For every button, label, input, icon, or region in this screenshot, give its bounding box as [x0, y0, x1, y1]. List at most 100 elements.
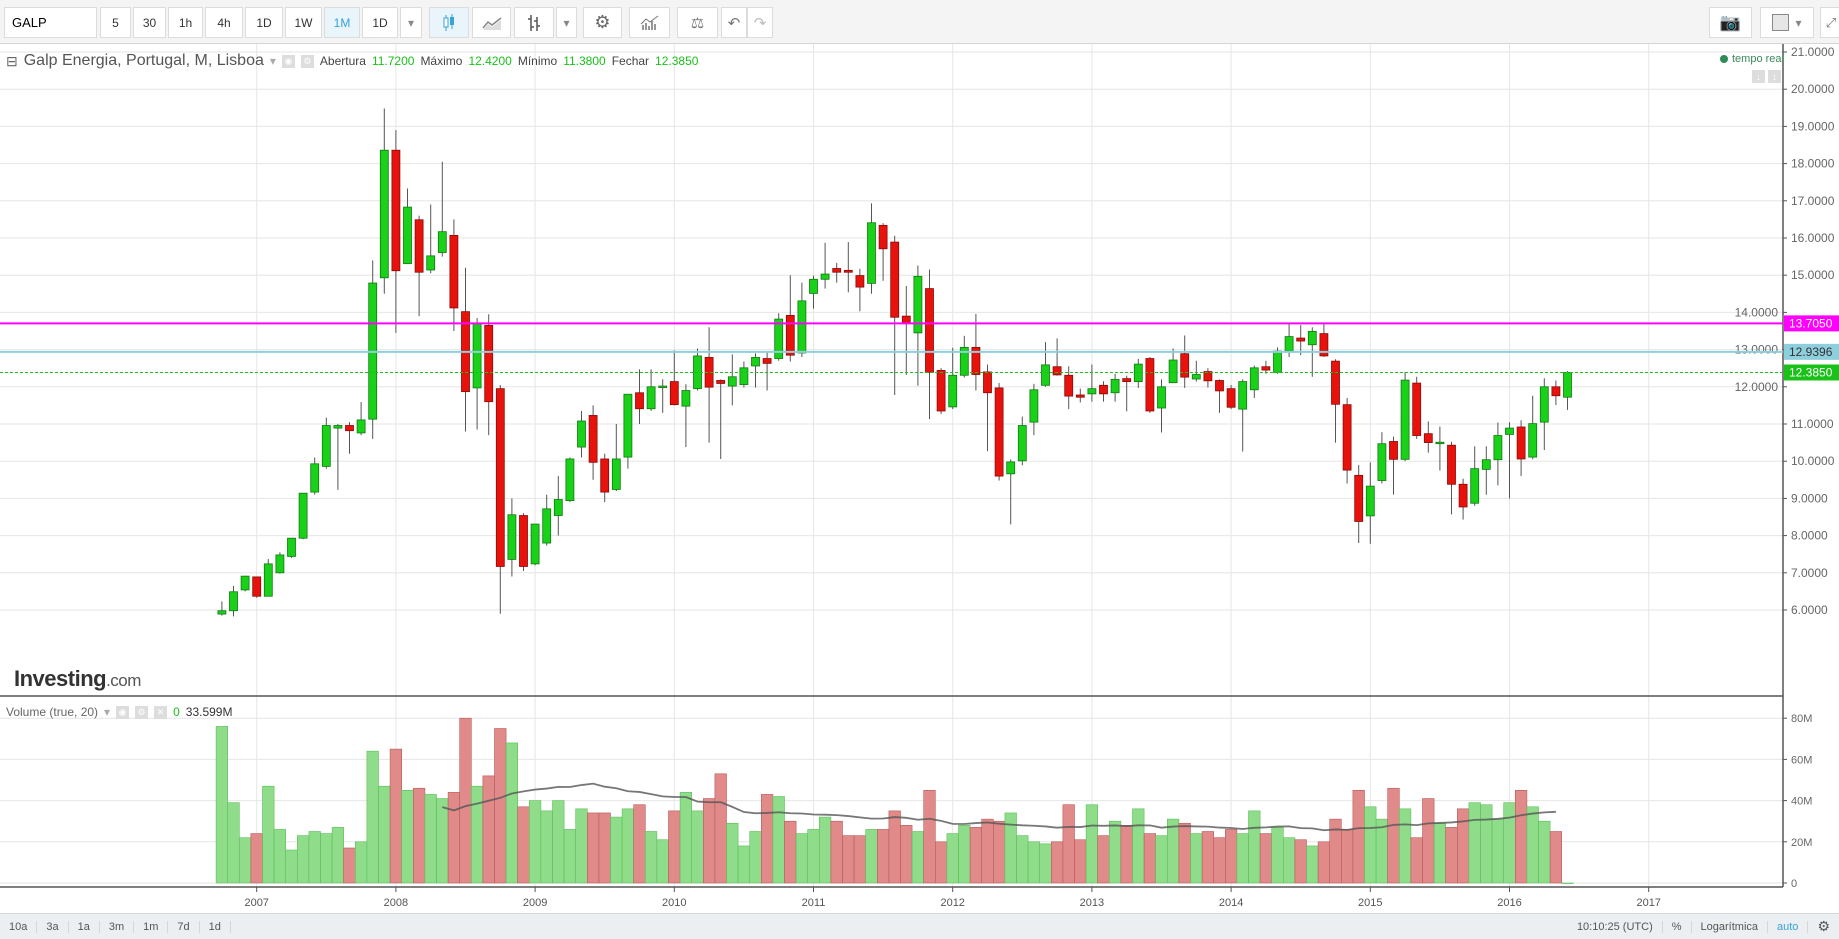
- candle-down: [878, 224, 888, 250]
- range-10a[interactable]: 10a: [0, 920, 38, 933]
- line-type-button[interactable]: [472, 7, 511, 38]
- volume-bar: [923, 789, 936, 884]
- range-1a[interactable]: 1a: [69, 920, 100, 933]
- volume-bar: [749, 831, 762, 884]
- volume-bar: [1538, 820, 1551, 884]
- price-label-badge: [1784, 315, 1839, 332]
- interval-5[interactable]: 5: [100, 7, 131, 38]
- candle-down: [832, 268, 842, 273]
- candle-down: [484, 325, 494, 403]
- range-7d[interactable]: 7d: [168, 920, 200, 933]
- range-3m[interactable]: 3m: [100, 920, 135, 933]
- eye-icon[interactable]: ◉: [116, 705, 130, 719]
- redo-button[interactable]: ↷: [747, 7, 773, 38]
- volume-bar: [296, 835, 310, 884]
- price-tick-label: 18.0000: [1791, 157, 1835, 171]
- volume-bar: [215, 726, 229, 884]
- settings-button[interactable]: ⚙: [583, 7, 622, 38]
- volume-bar: [1074, 839, 1087, 884]
- gear-icon[interactable]: ⚙: [1817, 918, 1830, 934]
- volume-bar: [354, 841, 368, 884]
- candle-down: [495, 388, 505, 567]
- candle-down: [971, 346, 981, 375]
- volume-bar: [1155, 835, 1168, 884]
- log-scale-toggle[interactable]: Logarítmica: [1692, 920, 1769, 933]
- close-icon[interactable]: ✕: [154, 705, 168, 719]
- interval-custom[interactable]: 1D: [362, 7, 398, 38]
- volume-bar: [830, 820, 843, 884]
- interval-dropdown[interactable]: ▾: [400, 7, 422, 38]
- volume-bar: [1283, 837, 1296, 884]
- symbol-input[interactable]: [4, 7, 97, 38]
- gear-icon[interactable]: ⚙: [300, 54, 314, 68]
- compare-button[interactable]: ⚖: [677, 7, 718, 38]
- volume-bar: [714, 773, 727, 884]
- volume-bar: [262, 785, 275, 884]
- candle-down: [1261, 366, 1271, 371]
- percent-toggle[interactable]: %: [1663, 920, 1692, 933]
- chevron-down-icon[interactable]: ▾: [104, 705, 111, 719]
- candle-down: [762, 358, 772, 364]
- scale-down-icon[interactable]: ↓: [1752, 70, 1765, 83]
- range-1d[interactable]: 1d: [200, 920, 231, 933]
- eye-icon[interactable]: ◉: [281, 54, 295, 68]
- candle-up: [275, 554, 285, 574]
- volume-bar: [1178, 822, 1191, 884]
- time-tick-label: 2015: [1358, 897, 1382, 909]
- realtime-indicator: tempo real: [1720, 53, 1784, 65]
- candlestick-type-button[interactable]: [429, 7, 469, 38]
- price-tick-label: 11.0000: [1791, 417, 1834, 431]
- auto-scale-toggle[interactable]: auto: [1768, 920, 1809, 933]
- undo-button[interactable]: ↶: [721, 7, 747, 38]
- volume-bar: [1120, 825, 1133, 884]
- candle-up: [809, 278, 818, 294]
- interval-1h[interactable]: 1h: [168, 7, 203, 38]
- volume-bar: [598, 812, 611, 884]
- fullscreen-button[interactable]: ⤢: [1820, 7, 1839, 38]
- volume-bar: [1236, 833, 1249, 884]
- gear-icon[interactable]: ⚙: [135, 705, 149, 719]
- volume-tick-label: 40M: [1791, 796, 1812, 808]
- range-1m[interactable]: 1m: [134, 920, 169, 933]
- interval-30[interactable]: 30: [133, 7, 166, 38]
- interval-1d[interactable]: 1D: [245, 7, 283, 38]
- chart-type-dropdown[interactable]: ▾: [556, 7, 577, 38]
- interval-4h[interactable]: 4h: [205, 7, 243, 38]
- candle-up: [1435, 441, 1445, 445]
- interval-1w[interactable]: 1W: [285, 7, 322, 38]
- range-3a[interactable]: 3a: [37, 920, 69, 933]
- close-value: 12.3850: [655, 54, 699, 68]
- candle-down: [1099, 384, 1108, 395]
- candle-down: [1412, 382, 1422, 436]
- candle-up: [1041, 364, 1050, 386]
- volume-bar: [1225, 829, 1238, 884]
- interval-1m[interactable]: 1M: [324, 7, 360, 38]
- candle-down: [600, 458, 610, 493]
- snapshot-button[interactable]: 📷: [1709, 7, 1752, 38]
- candle-up: [1168, 359, 1178, 384]
- price-tick-label: 20.0000: [1791, 82, 1835, 96]
- scale-updown-icon[interactable]: ↕: [1768, 70, 1781, 83]
- toolbar: 5 30 1h 4h 1D 1W 1M 1D ▾ ▾ ⚙ ⚖ ↶ ↷ 📷 ▾ ⤢: [0, 0, 1839, 44]
- candle-up: [333, 425, 343, 429]
- volume-bar: [1085, 804, 1098, 884]
- collapse-icon[interactable]: ⊟: [6, 52, 18, 69]
- bar-type-button[interactable]: [514, 7, 554, 38]
- volume-bar: [876, 829, 890, 884]
- chevron-down-icon[interactable]: ▾: [269, 54, 276, 68]
- volume-bar: [668, 810, 681, 884]
- volume-bar: [1410, 837, 1423, 884]
- volume-bar: [1039, 843, 1052, 884]
- color-picker-button[interactable]: ▾: [1760, 7, 1814, 38]
- candle-down: [983, 371, 992, 394]
- candle-down: [925, 288, 934, 373]
- price-tick-label: 17.0000: [1791, 194, 1835, 208]
- volume-bar: [737, 845, 750, 884]
- volume-bar: [760, 794, 774, 884]
- volume-bar: [1016, 835, 1029, 884]
- indicators-button[interactable]: [629, 7, 670, 38]
- volume-bar: [447, 792, 461, 884]
- open-value: 11.7200: [371, 54, 415, 68]
- volume-bar: [1259, 833, 1272, 884]
